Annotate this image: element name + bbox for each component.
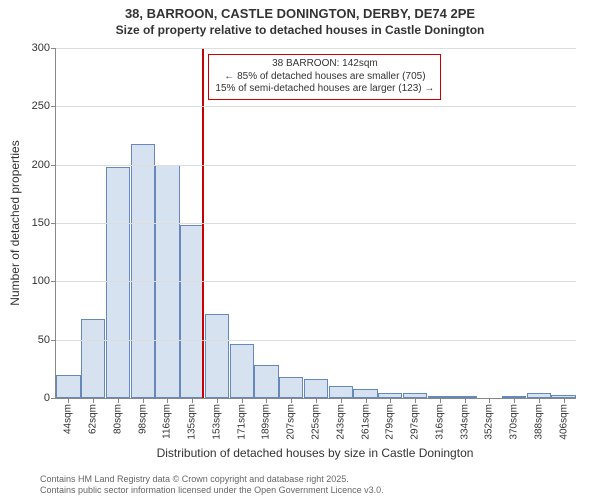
xtick-label: 279sqm [385, 404, 396, 440]
xtick-mark [415, 398, 416, 403]
xtick-label: 44sqm [63, 404, 74, 434]
xtick-mark [242, 398, 243, 403]
xtick-label: 406sqm [558, 404, 569, 440]
xtick-label: 135sqm [187, 404, 198, 440]
xtick-label: 171sqm [236, 404, 247, 440]
annotation-line-3: 15% of semi-detached houses are larger (… [215, 83, 434, 96]
footer-attribution: Contains HM Land Registry data © Crown c… [40, 474, 384, 497]
xtick-label: 207sqm [286, 404, 297, 440]
xtick-label: 153sqm [211, 404, 222, 440]
footer-line-2: Contains public sector information licen… [40, 485, 384, 496]
ytick-mark [51, 223, 56, 224]
chart-title: 38, BARROON, CASTLE DONINGTON, DERBY, DE… [0, 6, 600, 21]
xtick-mark [366, 398, 367, 403]
xtick-label: 261sqm [360, 404, 371, 440]
histogram-bar [329, 386, 353, 398]
xtick-label: 116sqm [162, 404, 173, 439]
gridline [56, 340, 576, 341]
xtick-label: 62sqm [88, 404, 99, 434]
histogram-bar [279, 377, 303, 398]
chart-subtitle: Size of property relative to detached ho… [0, 23, 600, 37]
xtick-label: 243sqm [335, 404, 346, 440]
histogram-bar [304, 379, 328, 398]
x-axis-label: Distribution of detached houses by size … [55, 446, 575, 460]
title-block: 38, BARROON, CASTLE DONINGTON, DERBY, DE… [0, 0, 600, 37]
xtick-label: 334sqm [459, 404, 470, 440]
ytick-label: 300 [32, 42, 50, 54]
ytick-mark [51, 281, 56, 282]
histogram-bar [56, 375, 80, 398]
footer-line-1: Contains HM Land Registry data © Crown c… [40, 474, 384, 485]
gridline [56, 165, 576, 166]
histogram-bar [180, 225, 204, 398]
xtick-mark [118, 398, 119, 403]
plot-area: 38 BARROON: 142sqm ← 85% of detached hou… [55, 48, 576, 399]
histogram-bar [106, 167, 130, 398]
ytick-mark [51, 165, 56, 166]
histogram-bar [205, 314, 229, 398]
ytick-label: 100 [32, 275, 50, 287]
ytick-mark [51, 48, 56, 49]
xtick-label: 98sqm [137, 404, 148, 434]
xtick-mark [93, 398, 94, 403]
annotation-line-1: 38 BARROON: 142sqm [215, 58, 434, 71]
xtick-mark [489, 398, 490, 403]
xtick-mark [465, 398, 466, 403]
xtick-mark [167, 398, 168, 403]
ytick-label: 150 [32, 217, 50, 229]
xtick-mark [514, 398, 515, 403]
histogram-bar [81, 319, 105, 398]
gridline [56, 106, 576, 107]
histogram-bar [254, 365, 278, 398]
xtick-mark [68, 398, 69, 403]
ytick-mark [51, 340, 56, 341]
histogram-bar [353, 389, 377, 398]
annotation-line-2: ← 85% of detached houses are smaller (70… [215, 71, 434, 84]
xtick-label: 316sqm [434, 404, 445, 440]
xtick-mark [539, 398, 540, 403]
xtick-label: 225sqm [311, 404, 322, 440]
xtick-label: 189sqm [261, 404, 272, 440]
ytick-mark [51, 106, 56, 107]
xtick-label: 352sqm [484, 404, 495, 440]
xtick-mark [564, 398, 565, 403]
xtick-mark [143, 398, 144, 403]
histogram-bar [131, 144, 155, 398]
xtick-mark [316, 398, 317, 403]
xtick-label: 388sqm [533, 404, 544, 440]
xtick-mark [440, 398, 441, 403]
xtick-mark [192, 398, 193, 403]
gridline [56, 48, 576, 49]
y-axis-label: Number of detached properties [8, 48, 22, 398]
chart-container: 38, BARROON, CASTLE DONINGTON, DERBY, DE… [0, 0, 600, 500]
xtick-mark [266, 398, 267, 403]
xtick-label: 80sqm [112, 404, 123, 434]
ytick-label: 0 [44, 392, 50, 404]
xtick-mark [390, 398, 391, 403]
xtick-mark [341, 398, 342, 403]
xtick-label: 370sqm [509, 404, 520, 440]
gridline [56, 281, 576, 282]
ytick-mark [51, 398, 56, 399]
ytick-label: 200 [32, 159, 50, 171]
xtick-label: 297sqm [410, 404, 421, 440]
gridline [56, 223, 576, 224]
histogram-bar [230, 344, 254, 398]
ytick-label: 50 [38, 334, 50, 346]
ytick-label: 250 [32, 100, 50, 112]
xtick-mark [291, 398, 292, 403]
annotation-box: 38 BARROON: 142sqm ← 85% of detached hou… [208, 54, 441, 100]
xtick-mark [217, 398, 218, 403]
